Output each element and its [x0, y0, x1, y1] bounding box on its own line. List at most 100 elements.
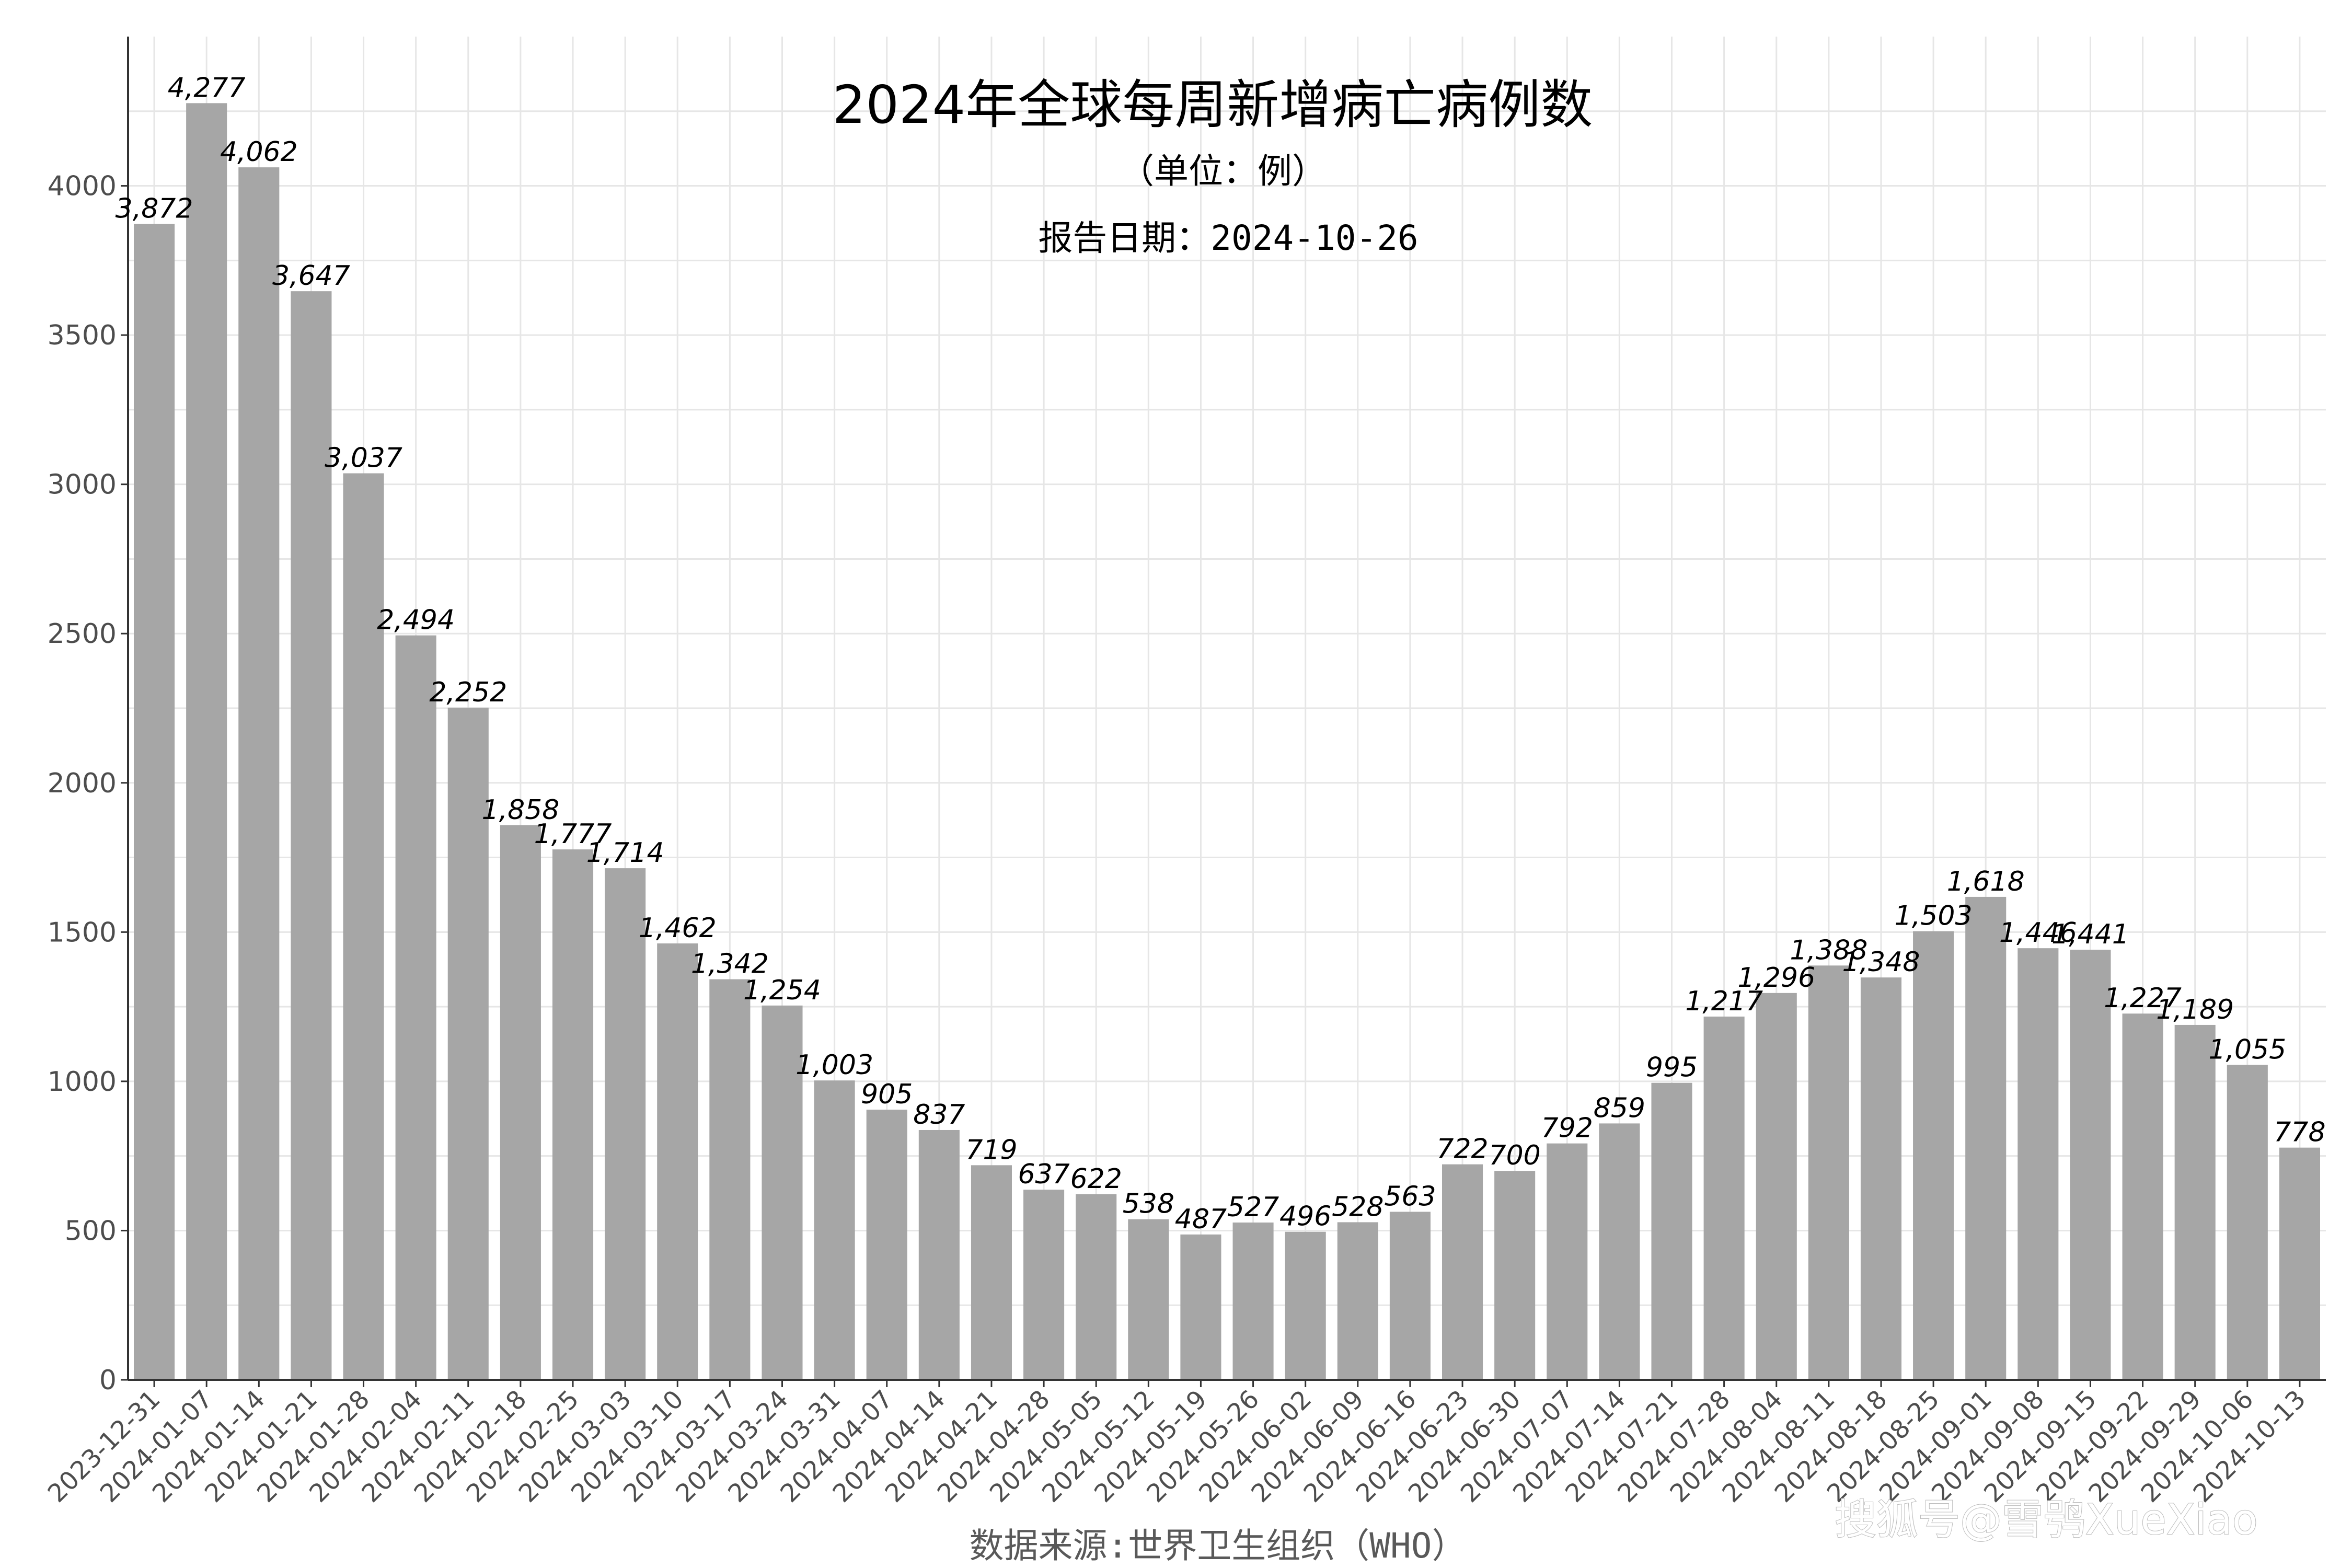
data-label: 1,462 [639, 913, 717, 944]
y-tick-label: 2000 [48, 768, 117, 799]
bar [657, 943, 698, 1380]
data-label: 1,441 [2051, 919, 2129, 950]
bar [1180, 1234, 1221, 1380]
data-label: 3,872 [116, 193, 193, 225]
data-label: 1,003 [795, 1050, 873, 1081]
y-tick-label: 1000 [48, 1066, 117, 1098]
bar [2070, 950, 2111, 1380]
bar [918, 1129, 960, 1380]
data-label: 1,858 [481, 794, 559, 826]
data-label: 1,189 [2156, 994, 2234, 1025]
data-label: 837 [913, 1099, 965, 1131]
data-label: 722 [1436, 1134, 1488, 1165]
bar [291, 291, 332, 1380]
data-label: 4,062 [220, 136, 298, 168]
bar [343, 473, 384, 1380]
data-label: 995 [1646, 1052, 1698, 1083]
y-tick-label: 1500 [48, 917, 117, 948]
bar [971, 1165, 1012, 1380]
bar [866, 1110, 907, 1380]
data-label: 3,037 [325, 443, 402, 474]
y-ticks: 0 500 1000 1500 2000 2500 3000 3500 4000 [48, 171, 128, 1396]
bar [2279, 1147, 2320, 1380]
data-label: 719 [965, 1134, 1017, 1166]
bar [186, 103, 227, 1380]
y-tick-label: 2500 [48, 618, 117, 650]
data-label: 1,254 [743, 975, 821, 1006]
data-label: 1,777 [534, 818, 612, 850]
bar [1023, 1190, 1065, 1380]
bar [1285, 1231, 1326, 1380]
bar [395, 635, 436, 1380]
bar [1651, 1082, 1692, 1380]
bar [1128, 1219, 1169, 1380]
data-label: 2,494 [377, 605, 455, 636]
report-date: 报告日期：2024-10-26 [1038, 218, 1418, 258]
data-label: 1,348 [1842, 947, 1920, 978]
bar [500, 825, 541, 1380]
bar [1599, 1123, 1640, 1380]
data-label: 792 [1541, 1113, 1593, 1144]
bar [1965, 896, 2007, 1380]
bar [238, 167, 280, 1380]
bar [1494, 1171, 1536, 1380]
bar [1076, 1194, 1117, 1380]
bar [2174, 1024, 2216, 1380]
data-label: 487 [1175, 1204, 1227, 1235]
bar [1442, 1164, 1483, 1380]
data-label: 528 [1332, 1191, 1383, 1223]
data-label: 905 [861, 1079, 913, 1110]
y-tick-label: 3000 [48, 469, 117, 501]
data-label: 1,217 [1685, 986, 1763, 1017]
data-label: 1,618 [1947, 866, 2025, 897]
data-label: 1,714 [586, 837, 664, 869]
data-label: 1,503 [1895, 901, 1973, 932]
data-label: 527 [1227, 1192, 1279, 1223]
bar [1913, 931, 1954, 1380]
data-label: 859 [1594, 1092, 1645, 1124]
bar [1703, 1016, 1745, 1380]
data-label: 700 [1489, 1140, 1541, 1171]
data-label: 496 [1279, 1201, 1331, 1232]
bar [762, 1005, 803, 1380]
y-tick-label: 500 [65, 1215, 117, 1247]
y-tick-label: 3500 [48, 320, 117, 351]
data-label: 778 [2274, 1117, 2325, 1148]
bar [2017, 948, 2059, 1380]
bar [552, 849, 594, 1380]
data-label: 2,252 [429, 677, 507, 708]
bar [1860, 977, 1902, 1380]
data-label: 1,055 [2208, 1034, 2286, 1065]
data-label: 1,296 [1737, 962, 1815, 994]
bar [447, 707, 489, 1380]
data-label: 1,227 [2104, 983, 2182, 1014]
data-label: 1,446 [1999, 917, 2077, 949]
bar [605, 868, 646, 1380]
data-label: 563 [1384, 1181, 1436, 1212]
data-label: 4,277 [168, 72, 246, 103]
bar [709, 979, 751, 1380]
axes [127, 37, 2326, 1381]
data-label: 3,647 [272, 260, 350, 292]
bar [814, 1080, 855, 1380]
source-caption: 数据来源:世界卫生组织（WHO） [970, 1526, 1467, 1566]
chart-subtitle: （单位：例） [1120, 151, 1327, 191]
bar [2227, 1065, 2268, 1380]
y-tick-label: 0 [99, 1365, 117, 1396]
bars [134, 103, 2320, 1380]
chart-title: 2024年全球每周新增病亡病例数 [833, 74, 1593, 135]
data-label: 637 [1018, 1159, 1069, 1190]
data-label: 1,342 [691, 949, 769, 980]
y-tick-label: 4000 [48, 171, 117, 202]
bar [1389, 1212, 1431, 1380]
data-label: 538 [1123, 1189, 1174, 1220]
bar [2122, 1013, 2163, 1380]
bar [1808, 965, 1849, 1380]
bar [1337, 1222, 1378, 1380]
bar [1232, 1223, 1274, 1380]
bar [1547, 1143, 1588, 1380]
data-label: 1,388 [1790, 935, 1867, 966]
bar [134, 224, 175, 1380]
data-label: 622 [1070, 1163, 1122, 1195]
